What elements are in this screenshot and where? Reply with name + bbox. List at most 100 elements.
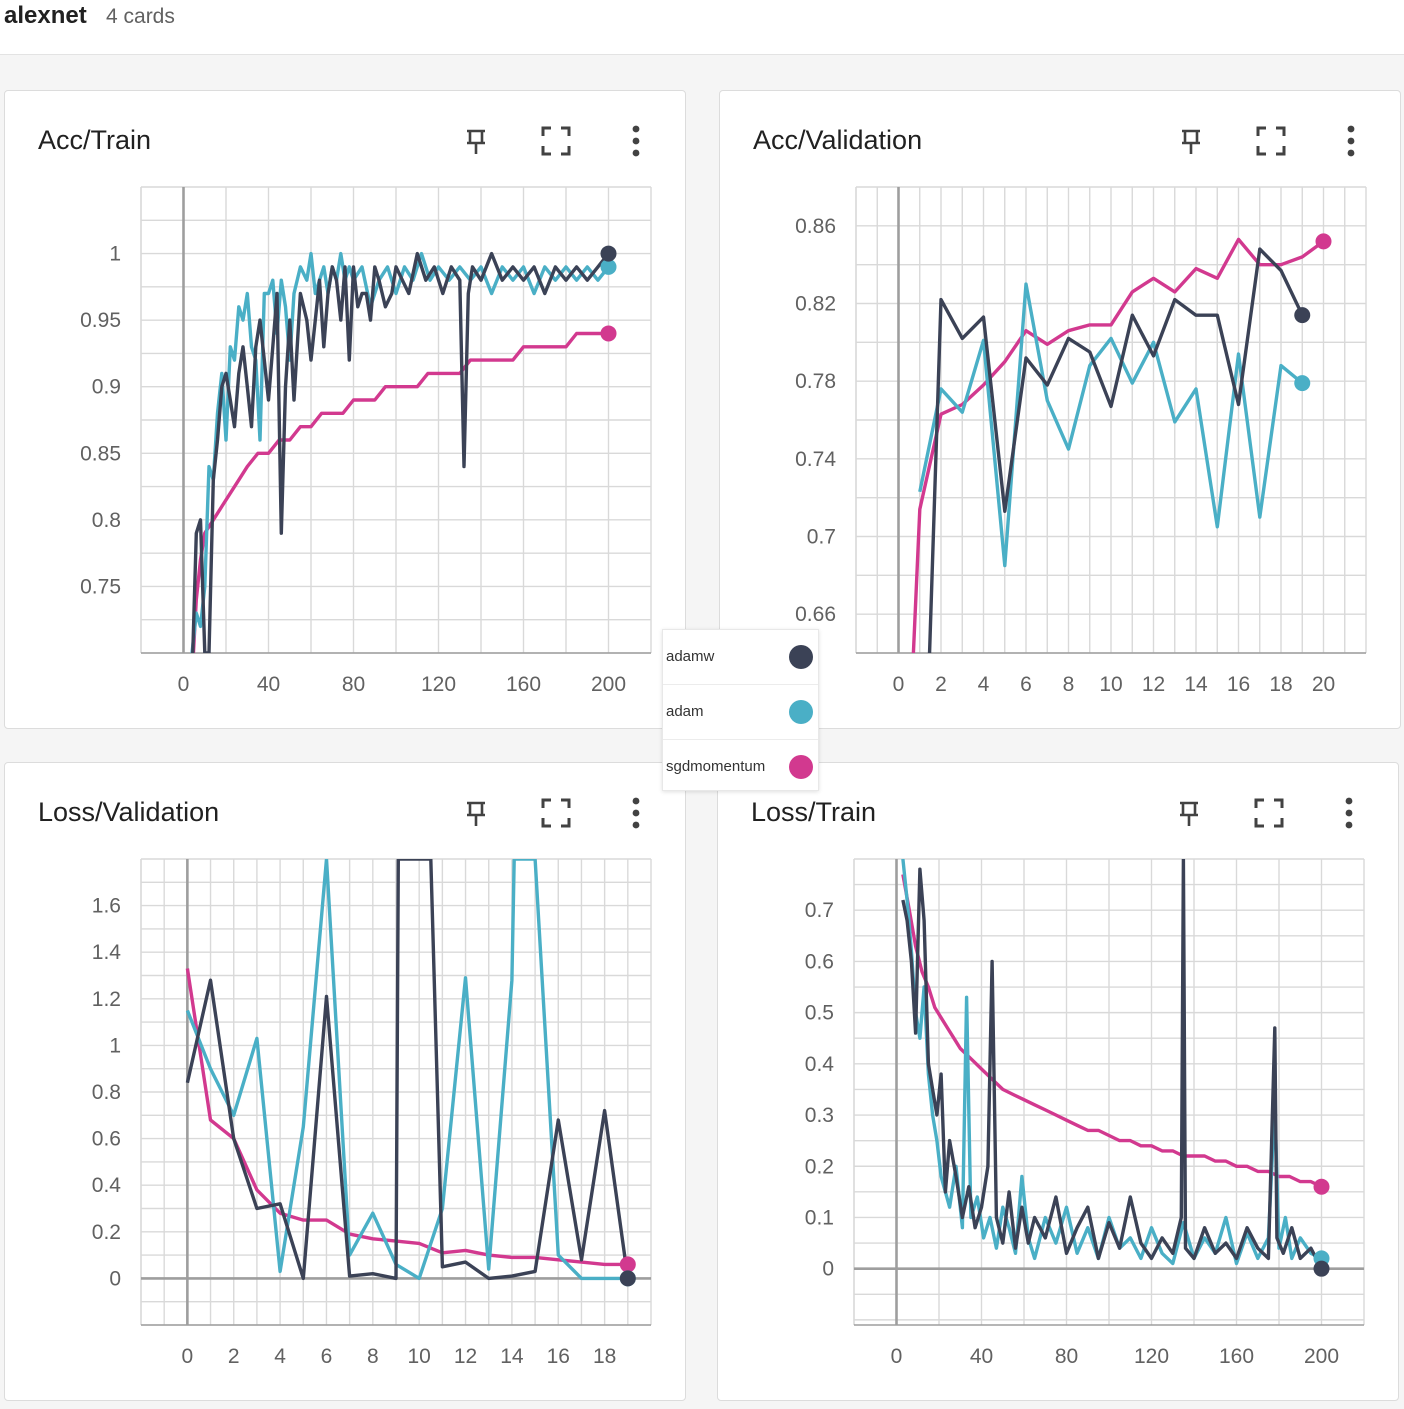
y-tick-label: 0.95 xyxy=(80,309,121,332)
series-line-adam[interactable] xyxy=(185,859,628,1281)
x-tick-label: 4 xyxy=(978,673,990,696)
y-tick-label: 0.6 xyxy=(92,1128,121,1151)
pin-icon xyxy=(467,801,485,826)
x-tick-label: 2 xyxy=(228,1345,240,1368)
more-menu-button[interactable] xyxy=(1331,121,1371,161)
fullscreen-button[interactable] xyxy=(1249,793,1289,833)
pin-button[interactable] xyxy=(456,121,496,161)
more-vert-icon xyxy=(632,125,640,157)
pin-icon xyxy=(1182,129,1200,154)
y-tick-label: 0 xyxy=(109,1267,121,1290)
series-line-sgdmomentum[interactable] xyxy=(191,331,609,680)
pin-button[interactable] xyxy=(1169,793,1209,833)
series-endpoint-adamw[interactable] xyxy=(600,245,617,262)
y-tick-label: 0.6 xyxy=(805,950,834,973)
x-tick-label: 0 xyxy=(178,673,190,696)
card-title: Acc/Train xyxy=(38,125,152,155)
x-tick-label: 8 xyxy=(367,1345,379,1368)
x-tick-label: 6 xyxy=(1020,673,1032,696)
y-tick-label: 1 xyxy=(109,1034,121,1057)
y-tick-label: 0.2 xyxy=(805,1155,834,1178)
card-acc-validation: Acc/Validation 0 2 4 6 8 10 12 14 16 18 20 0.66 0.7 0… xyxy=(719,90,1401,729)
y-tick-label: 0.1 xyxy=(805,1206,834,1229)
y-tick-label: 0.8 xyxy=(92,1081,121,1104)
x-tick-label: 6 xyxy=(321,1345,333,1368)
card-loss-train: Loss/Train 0 40 80 120 160 200 0 0.1 0.2 0.3 0.4 0.… xyxy=(717,762,1399,1401)
y-tick-label: 0.3 xyxy=(805,1104,834,1127)
more-vert-icon xyxy=(1347,125,1355,157)
x-tick-label: 80 xyxy=(1055,1345,1078,1368)
legend-dot xyxy=(789,645,813,669)
pin-icon xyxy=(467,129,485,154)
x-tick-label: 10 xyxy=(408,1345,431,1368)
loss-validation-plot[interactable]: 0 2 4 6 8 10 12 14 16 18 0 0.2 0.4 0.6 0.8 1 1.2 1.4 1.6 xyxy=(5,763,685,1400)
series-line-adamw[interactable] xyxy=(185,859,630,1281)
fullscreen-icon xyxy=(1254,798,1284,828)
series-line-sgdmomentum[interactable] xyxy=(901,874,1323,1189)
card-acc-train: Acc/Train 0 40 80 120 160 200 0.75 0.8 0.85 0.9 0.… xyxy=(4,90,686,729)
series-endpoint-adamw[interactable] xyxy=(619,1270,636,1287)
legend-item-sgdmomentum: sgdmomentum xyxy=(663,740,818,794)
x-tick-label: 18 xyxy=(593,1345,616,1368)
fullscreen-button[interactable] xyxy=(536,121,576,161)
more-vert-icon xyxy=(1345,797,1353,829)
y-tick-label: 0.82 xyxy=(795,293,836,316)
more-menu-button[interactable] xyxy=(616,793,656,833)
x-tick-label: 8 xyxy=(1063,673,1075,696)
y-tick-label: 0.7 xyxy=(807,526,836,549)
fullscreen-button[interactable] xyxy=(536,793,576,833)
pin-button[interactable] xyxy=(456,793,496,833)
y-tick-label: 0.4 xyxy=(805,1053,835,1076)
fullscreen-icon xyxy=(541,798,571,828)
series-line-adamw[interactable] xyxy=(901,859,1324,1270)
more-menu-button[interactable] xyxy=(1329,793,1369,833)
series-endpoint-sgdmomentum[interactable] xyxy=(1313,1178,1330,1195)
series-line-adamw[interactable] xyxy=(927,247,1304,692)
loss-train-plot[interactable]: 0 40 80 120 160 200 0 0.1 0.2 0.3 0.4 0.5 0.6 0.7 xyxy=(718,763,1398,1400)
series-endpoint-adamw[interactable] xyxy=(1313,1260,1330,1277)
pin-icon xyxy=(1180,801,1198,826)
x-tick-label: 20 xyxy=(1312,673,1335,696)
acc-train-plot[interactable]: 0 40 80 120 160 200 0.75 0.8 0.85 0.9 0.95 1 xyxy=(5,91,685,728)
y-tick-label: 0.75 xyxy=(80,575,121,598)
series-line-adamw[interactable] xyxy=(191,251,610,680)
x-tick-label: 80 xyxy=(342,673,365,696)
y-tick-label: 0.66 xyxy=(795,603,836,626)
series-line-adam[interactable] xyxy=(918,282,1304,568)
legend-label: adam xyxy=(666,703,704,720)
series-endpoint-sgdmomentum[interactable] xyxy=(619,1256,636,1273)
y-tick-label: 0.85 xyxy=(80,442,121,465)
card-count: 4 cards xyxy=(106,5,175,28)
series-endpoint-adam[interactable] xyxy=(1294,375,1311,392)
x-tick-label: 0 xyxy=(182,1345,194,1368)
legend-label: sgdmomentum xyxy=(666,758,766,775)
more-vert-icon xyxy=(632,797,640,829)
y-tick-label: 0 xyxy=(822,1258,834,1281)
x-tick-label: 40 xyxy=(257,673,280,696)
fullscreen-button[interactable] xyxy=(1251,121,1291,161)
pin-button[interactable] xyxy=(1171,121,1211,161)
series-line-sgdmomentum[interactable] xyxy=(911,237,1325,653)
x-tick-label: 40 xyxy=(970,1345,993,1368)
x-tick-label: 14 xyxy=(1184,673,1208,696)
legend-dot xyxy=(789,755,813,779)
x-tick-label: 200 xyxy=(1304,1345,1339,1368)
fullscreen-icon xyxy=(541,126,571,156)
y-tick-label: 0.74 xyxy=(795,448,836,471)
y-tick-label: 0.5 xyxy=(805,1002,834,1025)
x-tick-label: 16 xyxy=(1227,673,1250,696)
x-tick-label: 14 xyxy=(500,1345,524,1368)
x-tick-label: 12 xyxy=(1142,673,1165,696)
more-menu-button[interactable] xyxy=(616,121,656,161)
series-endpoint-adamw[interactable] xyxy=(1294,307,1311,324)
y-tick-label: 0.86 xyxy=(795,215,836,238)
series-line-sgdmomentum[interactable] xyxy=(185,968,628,1267)
y-tick-label: 1.4 xyxy=(92,941,122,964)
x-tick-label: 2 xyxy=(935,673,947,696)
series-endpoint-sgdmomentum[interactable] xyxy=(600,325,617,342)
series-endpoint-sgdmomentum[interactable] xyxy=(1315,233,1332,250)
acc-validation-plot[interactable]: 0 2 4 6 8 10 12 14 16 18 20 0.66 0.7 0.74 0.78 0.82 0.86 xyxy=(720,91,1400,728)
series-endpoint-adam[interactable] xyxy=(600,258,617,275)
x-tick-label: 16 xyxy=(547,1345,570,1368)
x-tick-label: 12 xyxy=(454,1345,477,1368)
